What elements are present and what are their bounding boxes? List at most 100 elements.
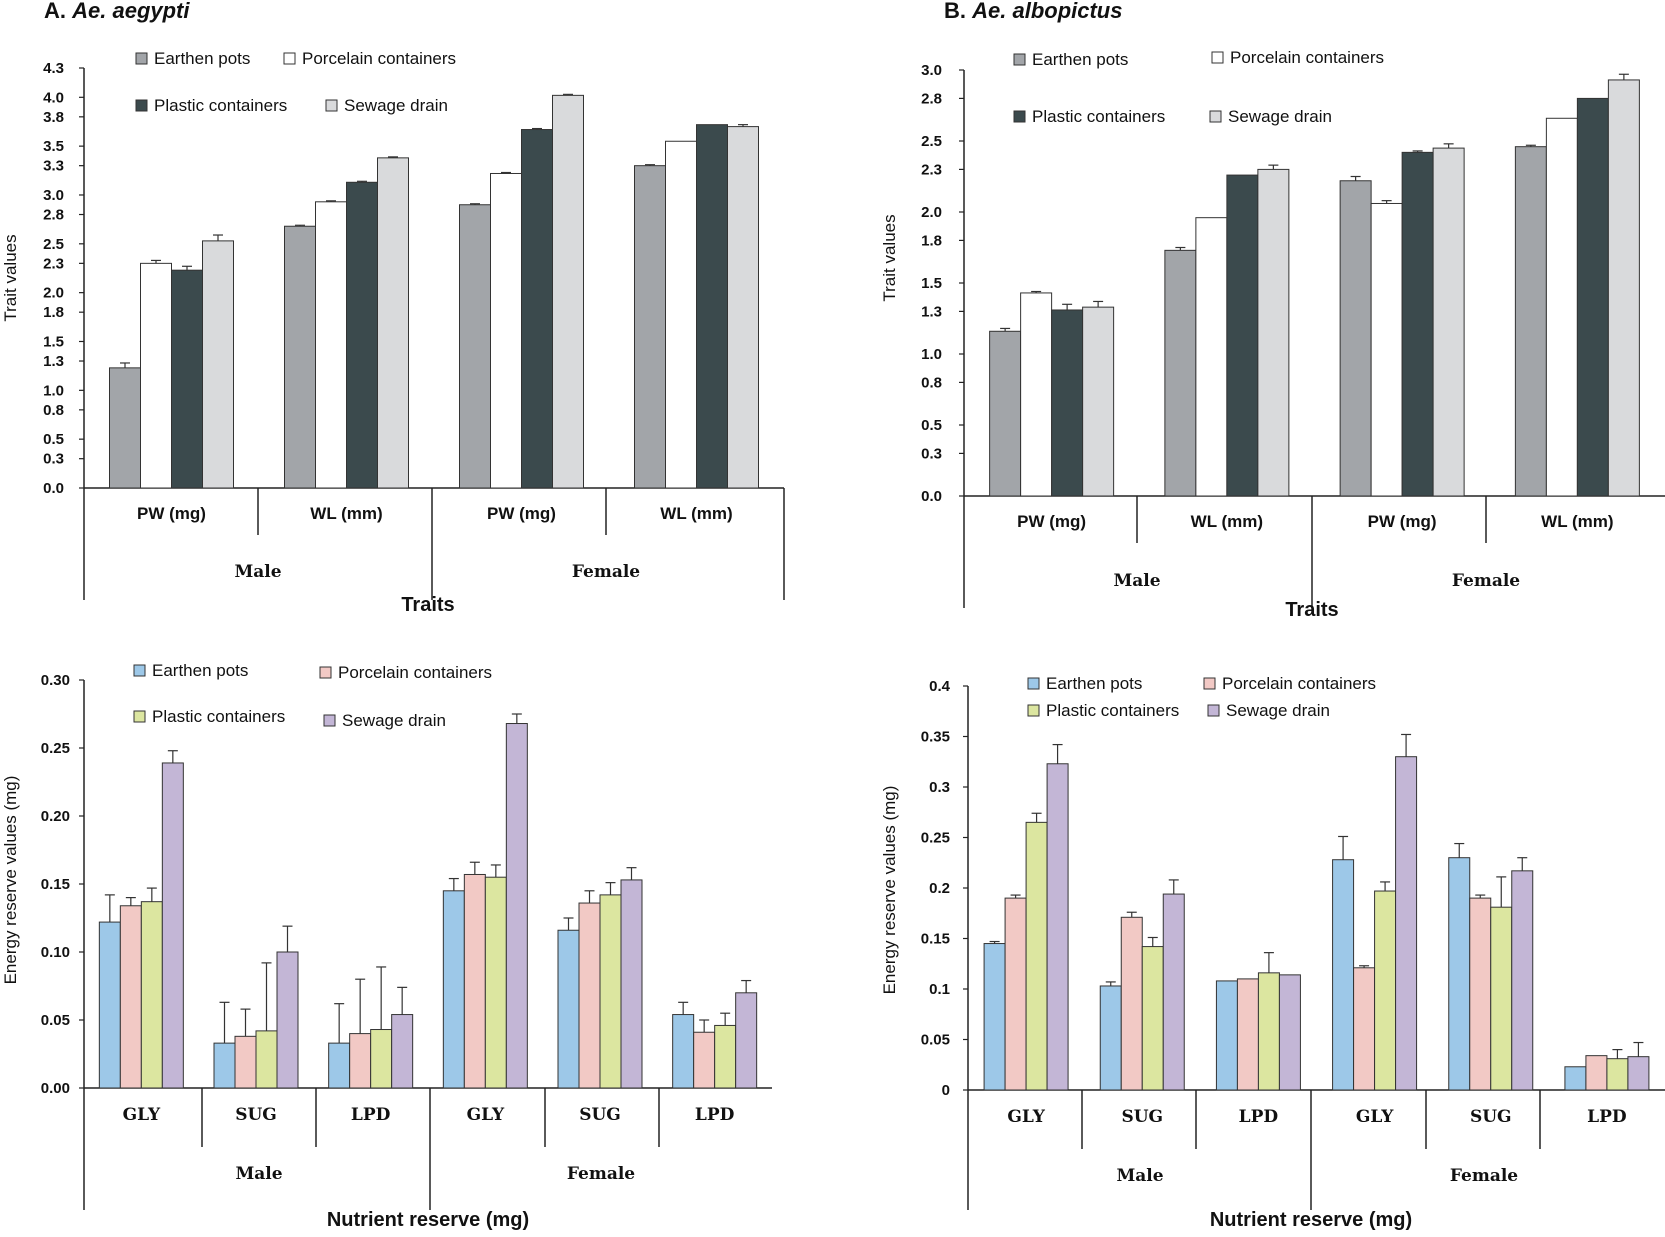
y-tick-label: 0.5 bbox=[921, 417, 942, 434]
y-tick-label: 2.3 bbox=[43, 255, 64, 272]
y-tick-label: 0.3 bbox=[921, 445, 942, 462]
x-tick-label: SUG bbox=[1470, 1107, 1512, 1127]
legend-swatch bbox=[1013, 53, 1026, 66]
bar-porcelain-containers bbox=[578, 902, 601, 1089]
bar-porcelain-containers bbox=[140, 262, 172, 489]
bar-earthen-pots bbox=[442, 890, 465, 1089]
y-tick-label: 0.0 bbox=[921, 488, 942, 505]
y-tick-label: 1.0 bbox=[921, 346, 942, 363]
bar-earthen-pots bbox=[213, 1042, 236, 1089]
x-tick-label: SUG bbox=[1121, 1107, 1163, 1127]
y-tick-label: 0.8 bbox=[43, 402, 64, 419]
bar-sewage-drain bbox=[161, 762, 184, 1089]
legend-swatch bbox=[1209, 110, 1222, 123]
y-tick-label: 0.1 bbox=[929, 981, 950, 998]
bar-earthen-pots bbox=[983, 943, 1006, 1091]
bar-sewage-drain bbox=[391, 1014, 414, 1089]
y-tick-label: 2.3 bbox=[921, 161, 942, 178]
bar-plastic-containers bbox=[696, 124, 728, 489]
group-label: Female bbox=[1452, 571, 1520, 591]
bar-porcelain-containers bbox=[1370, 202, 1403, 497]
y-tick-label: 3.3 bbox=[43, 158, 64, 175]
bar-porcelain-containers bbox=[1020, 292, 1053, 497]
y-axis-label: Energy reserve values (mg) bbox=[880, 786, 899, 995]
x-tick-label: WL (mm) bbox=[660, 504, 732, 523]
bar-plastic-containers bbox=[1606, 1058, 1629, 1091]
y-tick-label: 0.30 bbox=[41, 672, 70, 689]
group-label: Male bbox=[1113, 571, 1160, 591]
bar-earthen-pots bbox=[1448, 857, 1471, 1091]
x-tick-label: PW (mg) bbox=[1368, 512, 1437, 531]
x-tick-label: LPD bbox=[695, 1105, 735, 1125]
panel-a-species: Ae. aegypti bbox=[72, 0, 190, 23]
legend-swatch bbox=[319, 666, 332, 679]
bar-sewage-drain bbox=[552, 94, 584, 489]
panel-a-title: A. Ae. aegypti bbox=[44, 0, 190, 24]
bar-porcelain-containers bbox=[1236, 978, 1259, 1091]
legend-label: Sewage drain bbox=[1226, 701, 1330, 720]
bar-earthen-pots bbox=[672, 1014, 695, 1089]
y-tick-label: 0.05 bbox=[41, 1012, 70, 1029]
bar-porcelain-containers bbox=[463, 873, 486, 1089]
y-tick-label: 0.5 bbox=[43, 431, 64, 448]
legend-label: Plastic containers bbox=[154, 96, 287, 115]
x-tick-label: WL (mm) bbox=[1541, 512, 1613, 531]
y-axis-label: Energy reserve values (mg) bbox=[1, 776, 20, 985]
y-tick-label: 0.25 bbox=[921, 830, 950, 847]
bar-earthen-pots bbox=[1215, 980, 1238, 1091]
bar-sewage-drain bbox=[1046, 763, 1069, 1091]
legend-swatch bbox=[1013, 110, 1026, 123]
bar-sewage-drain bbox=[727, 126, 759, 489]
legend-label: Earthen pots bbox=[154, 49, 250, 68]
y-tick-label: 1.8 bbox=[43, 304, 64, 321]
bar-porcelain-containers bbox=[693, 1031, 716, 1089]
legend-label: Porcelain containers bbox=[338, 663, 492, 682]
bar-earthen-pots bbox=[557, 929, 580, 1089]
bar-earthen-pots bbox=[1564, 1066, 1587, 1091]
bar-plastic-containers bbox=[1257, 972, 1280, 1091]
y-tick-label: 0.15 bbox=[921, 931, 950, 948]
bar-earthen-pots bbox=[1332, 859, 1355, 1091]
y-tick-label: 4.0 bbox=[43, 89, 64, 106]
x-tick-label: GLY bbox=[467, 1105, 505, 1125]
bar-earthen-pots bbox=[459, 204, 491, 489]
y-tick-label: 0 bbox=[942, 1082, 950, 1099]
legend-swatch bbox=[1027, 677, 1040, 690]
y-tick-label: 2.5 bbox=[921, 133, 942, 150]
y-tick-label: 3.5 bbox=[43, 138, 64, 155]
bar-plastic-containers bbox=[1141, 946, 1164, 1091]
y-tick-label: 1.5 bbox=[43, 333, 64, 350]
bar-sewage-drain bbox=[1082, 306, 1115, 497]
y-tick-label: 0.0 bbox=[43, 480, 64, 497]
x-tick-label: PW (mg) bbox=[1017, 512, 1086, 531]
x-axis-label: Nutrient reserve (mg) bbox=[1210, 1209, 1412, 1231]
bar-plastic-containers bbox=[346, 181, 378, 489]
x-axis-label: Traits bbox=[401, 594, 454, 616]
bar-porcelain-containers bbox=[1195, 217, 1228, 497]
legend-swatch bbox=[1207, 704, 1220, 717]
y-tick-label: 1.8 bbox=[921, 232, 942, 249]
legend-label: Porcelain containers bbox=[1222, 674, 1376, 693]
x-tick-label: PW (mg) bbox=[487, 504, 556, 523]
y-axis-label: Trait values bbox=[1, 234, 20, 321]
bar-earthen-pots bbox=[1339, 180, 1372, 497]
group-label: Female bbox=[567, 1164, 635, 1184]
bar-sewage-drain bbox=[1607, 79, 1640, 497]
bar-sewage-drain bbox=[1278, 974, 1301, 1091]
legend-swatch bbox=[325, 99, 338, 112]
y-tick-label: 0.10 bbox=[41, 944, 70, 961]
legend-swatch bbox=[323, 714, 336, 727]
bar-sewage-drain bbox=[377, 157, 409, 489]
bar-sewage-drain bbox=[276, 951, 299, 1089]
x-tick-label: LPD bbox=[1239, 1107, 1279, 1127]
chart-c4: 0 0.05 0.1 0.15 0.2 0.25 0.3 0.35 0.4 Energy rese… bbox=[880, 674, 1665, 1231]
bar-porcelain-containers bbox=[1353, 967, 1376, 1091]
bar-sewage-drain bbox=[1432, 147, 1465, 497]
legend-label: Plastic containers bbox=[1046, 701, 1179, 720]
bar-plastic-containers bbox=[521, 129, 553, 489]
bar-plastic-containers bbox=[1401, 151, 1434, 497]
bar-earthen-pots bbox=[284, 225, 316, 489]
y-tick-label: 0.8 bbox=[921, 374, 942, 391]
legend-label: Earthen pots bbox=[1032, 50, 1128, 69]
x-tick-label: WL (mm) bbox=[1191, 512, 1263, 531]
